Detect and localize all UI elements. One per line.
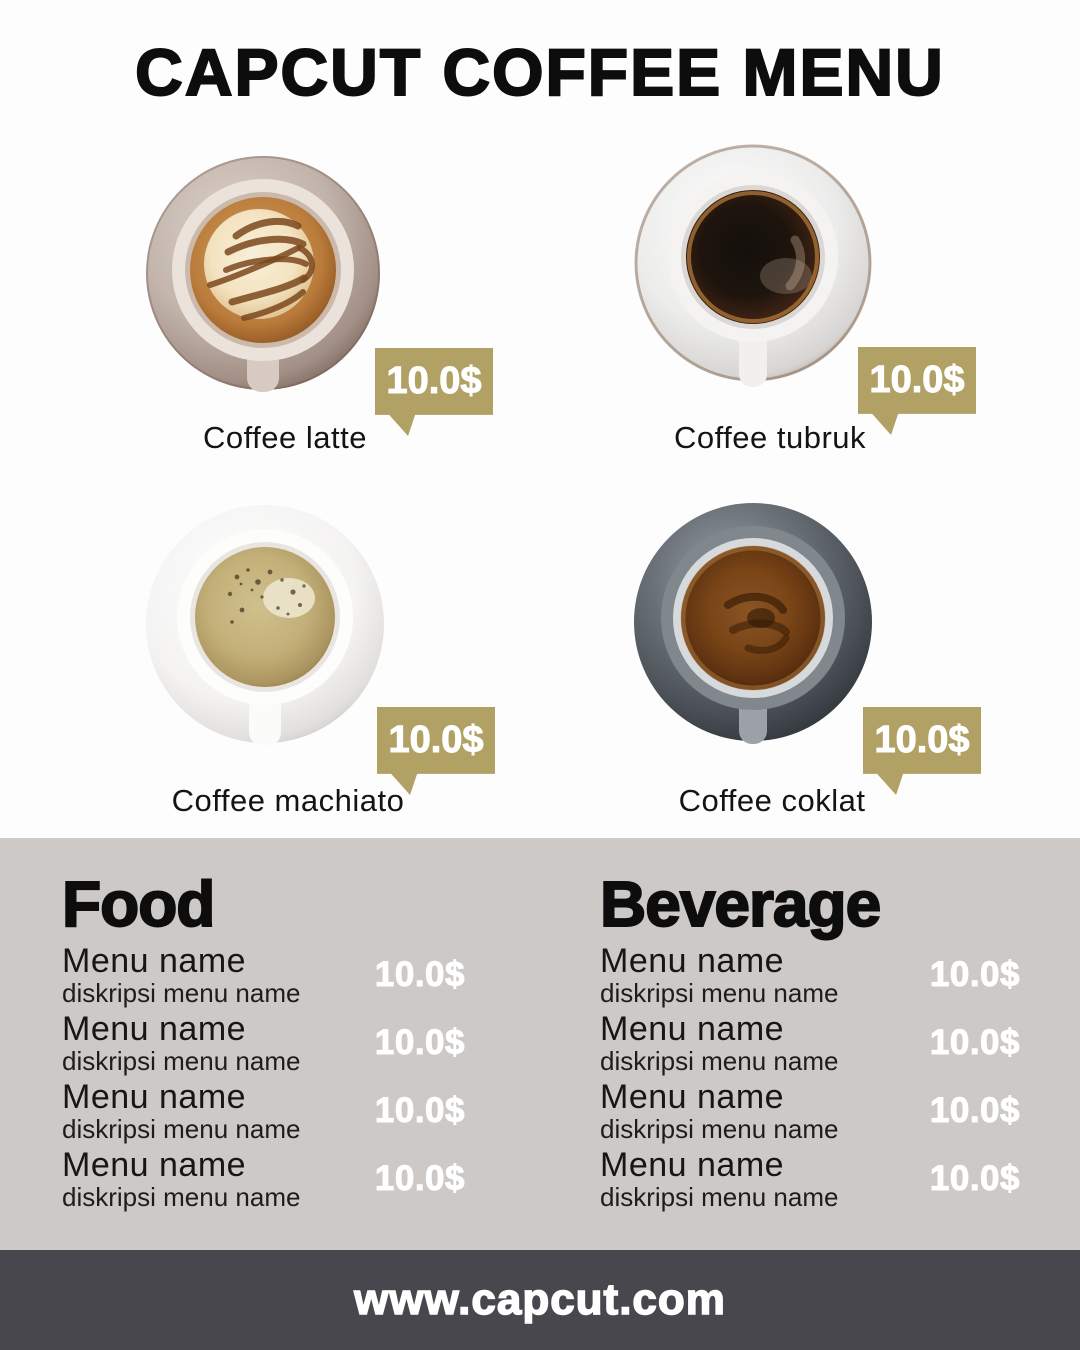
coffee-latte-image xyxy=(140,152,386,403)
menu-item-price: 10.0$ xyxy=(374,1091,465,1131)
menu-item-desc: diskripsi menu name xyxy=(600,977,839,1008)
menu-item-text: Menu name diskripsi menu name xyxy=(600,1145,839,1212)
product-name: Coffee latte xyxy=(203,420,367,455)
coffee-coklat-image xyxy=(628,500,878,755)
menu-item-price: 10.0$ xyxy=(374,1023,465,1063)
footer-url: www.capcut.com xyxy=(353,1274,726,1325)
menu-item-desc: diskripsi menu name xyxy=(600,1181,839,1212)
menu-item-desc: diskripsi menu name xyxy=(62,977,301,1008)
footer-bar: www.capcut.com xyxy=(0,1250,1080,1350)
coffee-machiato-image xyxy=(142,502,388,753)
menu-item-name: Menu name xyxy=(62,942,247,980)
price-tag: 10.0$ xyxy=(377,707,495,795)
menu-item-text: Menu name diskripsi menu name xyxy=(62,1009,301,1076)
menu-item-price: 10.0$ xyxy=(374,955,465,995)
menu-item-name: Menu name xyxy=(600,942,785,980)
section-beverage: Beverage Menu name diskripsi menu name 1… xyxy=(599,868,1020,1216)
menu-item-text: Menu name diskripsi menu name xyxy=(62,1145,301,1212)
menu-item-name: Menu name xyxy=(62,1077,247,1116)
menu-item: Menu name diskripsi menu name 10.0$ xyxy=(600,1145,1020,1212)
menu-item: Menu name diskripsi menu name 10.0$ xyxy=(600,942,1020,1008)
product-name: Coffee machiato xyxy=(171,783,405,818)
price-tag-label: 10.0$ xyxy=(874,719,970,762)
menu-item: Menu name diskripsi menu name 10.0$ xyxy=(62,1145,465,1212)
menu-item-name: Menu name xyxy=(600,1077,785,1116)
menu-item-text: Menu name diskripsi menu name xyxy=(600,942,839,1008)
menu-item: Menu name diskripsi menu name 10.0$ xyxy=(62,1077,465,1144)
price-tag-label: 10.0$ xyxy=(388,719,484,762)
page-title: CAPCUT COFFEE MENU xyxy=(134,34,945,110)
menu-panel xyxy=(0,838,1080,1250)
menu-item-price: 10.0$ xyxy=(374,1159,465,1199)
menu-item: Menu name diskripsi menu name 10.0$ xyxy=(600,1077,1020,1144)
product-name: Coffee tubruk xyxy=(673,420,867,455)
price-tag-label: 10.0$ xyxy=(869,359,965,402)
menu-item-text: Menu name diskripsi menu name xyxy=(600,1077,839,1144)
menu-item: Menu name diskripsi menu name 10.0$ xyxy=(600,1009,1020,1076)
section-food: Food Menu name diskripsi menu name 10.0$… xyxy=(61,868,465,1216)
menu-item-price: 10.0$ xyxy=(929,1023,1020,1063)
beverage-heading: Beverage xyxy=(599,868,882,940)
menu-item-desc: diskripsi menu name xyxy=(62,1045,301,1076)
menu-item: Menu name diskripsi menu name 10.0$ xyxy=(62,942,465,1008)
price-tag-label: 10.0$ xyxy=(386,360,482,403)
menu-item-desc: diskripsi menu name xyxy=(62,1181,301,1212)
menu-item-desc: diskripsi menu name xyxy=(600,1113,839,1144)
menu-item-text: Menu name diskripsi menu name xyxy=(62,942,301,1008)
price-tag: 10.0$ xyxy=(863,707,981,795)
product-name: Coffee coklat xyxy=(678,783,866,818)
menu-item-price: 10.0$ xyxy=(929,1159,1020,1199)
menu-item-name: Menu name xyxy=(62,1145,247,1184)
menu-item-name: Menu name xyxy=(62,1009,247,1048)
food-heading: Food xyxy=(61,868,216,940)
coffee-tubruk-image xyxy=(628,144,878,399)
menu-item-name: Menu name xyxy=(600,1009,785,1048)
menu-item-name: Menu name xyxy=(600,1145,785,1184)
menu-item-text: Menu name diskripsi menu name xyxy=(62,1077,301,1144)
menu-item-desc: diskripsi menu name xyxy=(600,1045,839,1076)
menu-item: Menu name diskripsi menu name 10.0$ xyxy=(62,1009,465,1076)
menu-item-price: 10.0$ xyxy=(929,1091,1020,1131)
menu-item-price: 10.0$ xyxy=(929,955,1020,995)
menu-item-text: Menu name diskripsi menu name xyxy=(600,1009,839,1076)
menu-item-desc: diskripsi menu name xyxy=(62,1113,301,1144)
